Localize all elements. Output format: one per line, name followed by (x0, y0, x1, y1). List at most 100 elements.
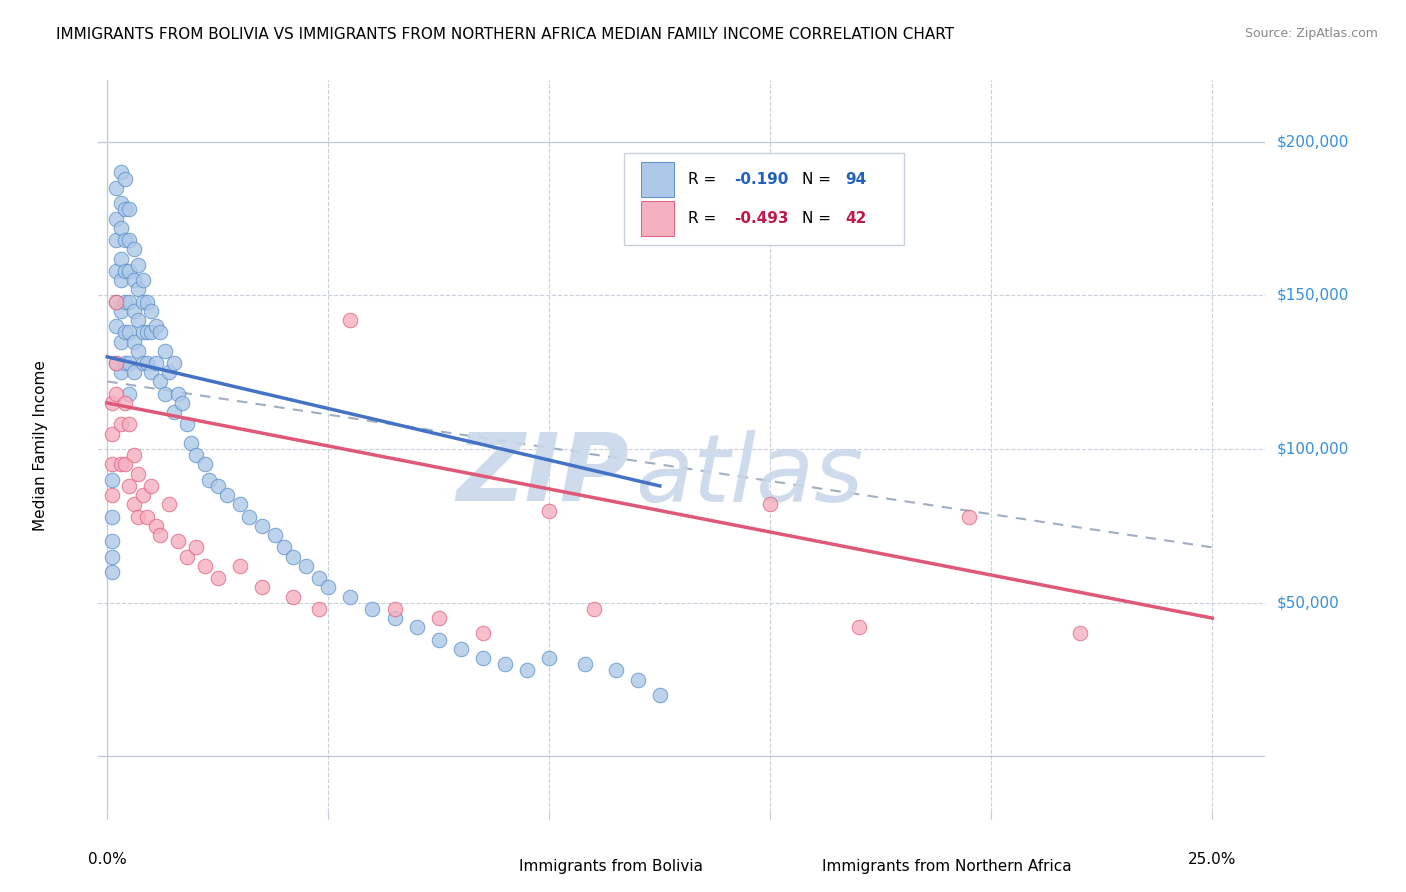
Point (110, 365, 132, 379)
Point (229, 558, 252, 573)
Text: Immigrants from Bolivia: Immigrants from Bolivia (519, 859, 703, 874)
Point (238, 509, 260, 524)
Point (114, 171, 136, 186)
Point (215, 488, 238, 502)
Point (100, 396, 122, 410)
Text: 94: 94 (845, 172, 866, 187)
Point (105, 294, 128, 309)
Point (114, 396, 136, 410)
Bar (641, 162, 673, 197)
Point (361, 602, 384, 616)
Point (574, 657, 596, 672)
Point (149, 528, 172, 542)
Point (118, 356, 141, 370)
Text: R =: R = (688, 172, 721, 187)
Point (127, 282, 149, 296)
Point (145, 356, 167, 370)
Point (110, 252, 132, 266)
Point (122, 497, 145, 511)
Point (149, 326, 172, 340)
Point (149, 375, 172, 389)
Point (105, 294, 128, 309)
Point (427, 632, 450, 647)
Point (384, 611, 406, 625)
Point (131, 273, 153, 287)
Point (472, 651, 495, 665)
Point (180, 436, 202, 450)
Point (153, 343, 176, 358)
Point (131, 326, 153, 340)
Point (110, 165, 132, 179)
Point (105, 356, 128, 370)
Point (145, 519, 167, 533)
Text: $200,000: $200,000 (1277, 134, 1348, 149)
Text: N =: N = (801, 172, 837, 187)
FancyBboxPatch shape (624, 153, 904, 244)
Point (582, 602, 605, 616)
Point (957, 509, 980, 524)
Point (100, 534, 122, 549)
Point (131, 356, 153, 370)
Point (100, 426, 122, 441)
Point (118, 264, 141, 278)
Point (118, 202, 141, 217)
Point (427, 611, 450, 625)
Point (118, 386, 141, 401)
Point (339, 590, 361, 604)
Point (157, 497, 180, 511)
Point (114, 458, 136, 472)
Text: $100,000: $100,000 (1277, 442, 1348, 457)
Point (105, 264, 128, 278)
Point (172, 396, 194, 410)
Point (141, 479, 163, 493)
Point (122, 365, 145, 379)
Point (122, 273, 145, 287)
Point (176, 417, 198, 432)
Point (167, 534, 190, 549)
Point (127, 343, 149, 358)
Point (193, 458, 215, 472)
Point (110, 196, 132, 211)
Point (127, 467, 149, 481)
Point (105, 233, 128, 247)
Text: IMMIGRANTS FROM BOLIVIA VS IMMIGRANTS FROM NORTHERN AFRICA MEDIAN FAMILY INCOME : IMMIGRANTS FROM BOLIVIA VS IMMIGRANTS FR… (56, 27, 955, 42)
Point (494, 657, 516, 672)
Point (110, 334, 132, 349)
Point (105, 356, 128, 370)
Text: -0.190: -0.190 (734, 172, 789, 187)
Point (538, 503, 561, 517)
Point (193, 558, 215, 573)
Text: Source: ZipAtlas.com: Source: ZipAtlas.com (1244, 27, 1378, 40)
Point (176, 549, 198, 564)
Point (229, 497, 252, 511)
Point (339, 313, 361, 327)
Point (141, 326, 163, 340)
Point (167, 386, 190, 401)
Point (141, 303, 163, 318)
Point (759, 497, 782, 511)
Point (122, 334, 145, 349)
Point (153, 386, 176, 401)
Text: 42: 42 (845, 211, 866, 226)
Point (118, 233, 141, 247)
Point (250, 519, 273, 533)
Point (127, 509, 149, 524)
Text: ZIP: ZIP (457, 429, 630, 521)
Point (114, 264, 136, 278)
Point (114, 233, 136, 247)
Point (472, 626, 495, 640)
Point (316, 580, 339, 594)
Point (100, 509, 122, 524)
Point (110, 220, 132, 235)
Text: $150,000: $150,000 (1277, 288, 1348, 303)
Point (131, 294, 153, 309)
Point (184, 541, 207, 555)
Text: Median Family Income: Median Family Income (32, 360, 48, 532)
Point (384, 602, 406, 616)
Point (105, 211, 128, 226)
Point (450, 641, 472, 656)
Point (136, 509, 159, 524)
Text: $50,000: $50,000 (1277, 595, 1340, 610)
Point (648, 688, 671, 702)
Point (127, 258, 149, 272)
